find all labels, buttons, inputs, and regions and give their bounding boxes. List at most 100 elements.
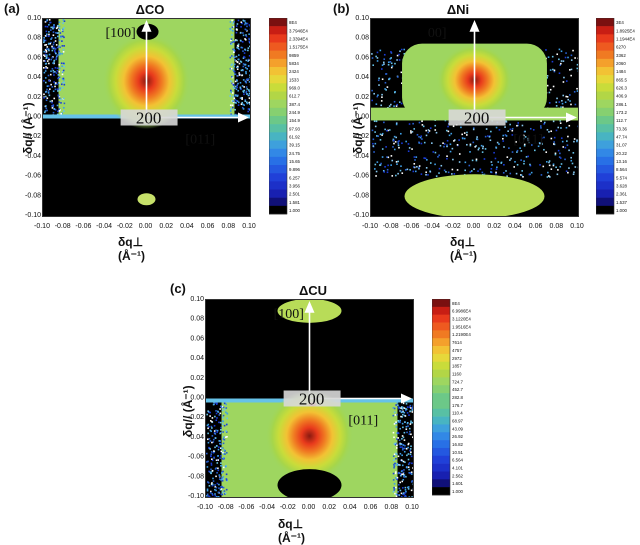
noise-pixel bbox=[570, 75, 572, 77]
colorbar-label: 2.361 bbox=[616, 192, 628, 197]
noise-pixel bbox=[243, 86, 245, 88]
noise-pixel bbox=[43, 93, 45, 95]
noise-pixel bbox=[402, 449, 404, 451]
noise-pixel bbox=[63, 27, 65, 29]
y-tick-label: -0.06 bbox=[25, 173, 41, 180]
noise-pixel bbox=[50, 38, 52, 40]
noise-pixel bbox=[49, 19, 51, 21]
noise-pixel bbox=[547, 129, 549, 131]
noise-pixel bbox=[235, 86, 237, 88]
noise-pixel bbox=[55, 40, 57, 42]
noise-pixel bbox=[221, 479, 223, 481]
noise-pixel bbox=[57, 90, 59, 92]
colorbar-swatch bbox=[269, 43, 287, 51]
noise-pixel bbox=[220, 462, 222, 464]
noise-pixel bbox=[240, 26, 242, 28]
noise-pixel bbox=[477, 170, 479, 172]
noise-pixel bbox=[394, 483, 396, 485]
x-tick-label: -0.04 bbox=[424, 223, 440, 230]
noise-pixel bbox=[240, 97, 242, 99]
noise-pixel bbox=[408, 150, 410, 152]
noise-pixel bbox=[56, 28, 58, 30]
noise-pixel bbox=[523, 160, 525, 162]
noise-pixel bbox=[218, 449, 220, 451]
noise-pixel bbox=[234, 109, 236, 111]
colorbar-swatch bbox=[432, 385, 450, 393]
noise-pixel bbox=[238, 72, 240, 74]
noise-pixel bbox=[419, 165, 421, 167]
noise-pixel bbox=[406, 466, 408, 468]
noise-pixel bbox=[577, 68, 578, 70]
y-tick-label: -0.08 bbox=[188, 473, 204, 480]
noise-pixel bbox=[555, 154, 557, 156]
noise-pixel bbox=[249, 81, 250, 83]
noise-pixel bbox=[418, 142, 420, 144]
noise-pixel bbox=[559, 156, 561, 158]
noise-pixel bbox=[574, 138, 576, 140]
noise-pixel bbox=[209, 485, 211, 487]
noise-pixel bbox=[566, 127, 568, 129]
noise-pixel bbox=[230, 80, 232, 82]
noise-pixel bbox=[521, 170, 523, 172]
noise-pixel bbox=[546, 161, 548, 163]
noise-pixel bbox=[226, 489, 228, 491]
noise-pixel bbox=[548, 56, 550, 58]
noise-pixel bbox=[401, 142, 403, 144]
noise-pixel bbox=[412, 467, 413, 469]
noise-pixel bbox=[245, 29, 247, 31]
colorbar-swatch bbox=[596, 132, 614, 140]
noise-pixel bbox=[233, 21, 235, 23]
noise-pixel bbox=[246, 101, 248, 103]
noise-pixel bbox=[559, 166, 561, 168]
colorbar-swatch bbox=[596, 173, 614, 181]
colorbar-swatch bbox=[432, 362, 450, 370]
colorbar-label: 2972 bbox=[452, 356, 462, 361]
noise-pixel bbox=[404, 451, 406, 453]
noise-pixel bbox=[242, 50, 244, 52]
noise-pixel bbox=[415, 156, 417, 158]
noise-pixel bbox=[53, 70, 55, 72]
noise-pixel bbox=[426, 159, 428, 161]
noise-pixel bbox=[240, 21, 242, 23]
noise-pixel bbox=[224, 453, 226, 455]
noise-pixel bbox=[401, 438, 403, 440]
colorbar-label: 47.74 bbox=[616, 134, 628, 139]
noise-pixel bbox=[48, 34, 50, 36]
noise-pixel bbox=[450, 143, 452, 145]
noise-pixel bbox=[50, 22, 52, 24]
colorbar-label: 626.3 bbox=[616, 85, 628, 90]
noise-pixel bbox=[243, 63, 245, 65]
noise-pixel bbox=[411, 481, 413, 483]
colorbar-swatch bbox=[596, 51, 614, 59]
noise-pixel bbox=[44, 55, 46, 57]
noise-pixel bbox=[387, 169, 389, 171]
noise-pixel bbox=[402, 487, 404, 489]
noise-pixel bbox=[478, 147, 480, 149]
noise-pixel bbox=[221, 448, 223, 450]
noise-pixel bbox=[401, 481, 403, 483]
noise-pixel bbox=[391, 62, 393, 64]
noise-pixel bbox=[217, 470, 219, 472]
noise-pixel bbox=[232, 30, 234, 32]
colorbar-label: 1.581 bbox=[289, 200, 301, 205]
colorbar-swatch bbox=[596, 34, 614, 42]
noise-pixel bbox=[249, 102, 250, 104]
noise-pixel bbox=[213, 403, 215, 405]
noise-pixel bbox=[401, 49, 403, 51]
colorbar-swatch bbox=[432, 464, 450, 472]
noise-pixel bbox=[236, 32, 238, 34]
noise-pixel bbox=[395, 175, 397, 177]
noise-pixel bbox=[207, 410, 209, 412]
noise-pixel bbox=[377, 135, 379, 137]
noise-pixel bbox=[413, 128, 415, 130]
noise-pixel bbox=[55, 82, 57, 84]
noise-pixel bbox=[394, 412, 396, 414]
noise-pixel bbox=[59, 89, 61, 91]
noise-pixel bbox=[554, 70, 556, 72]
colorbar-label: 112.7 bbox=[616, 118, 627, 123]
noise-pixel bbox=[219, 433, 221, 435]
noise-pixel bbox=[46, 46, 48, 48]
noise-pixel bbox=[411, 496, 413, 497]
noise-pixel bbox=[549, 102, 551, 104]
noise-pixel bbox=[215, 419, 217, 421]
